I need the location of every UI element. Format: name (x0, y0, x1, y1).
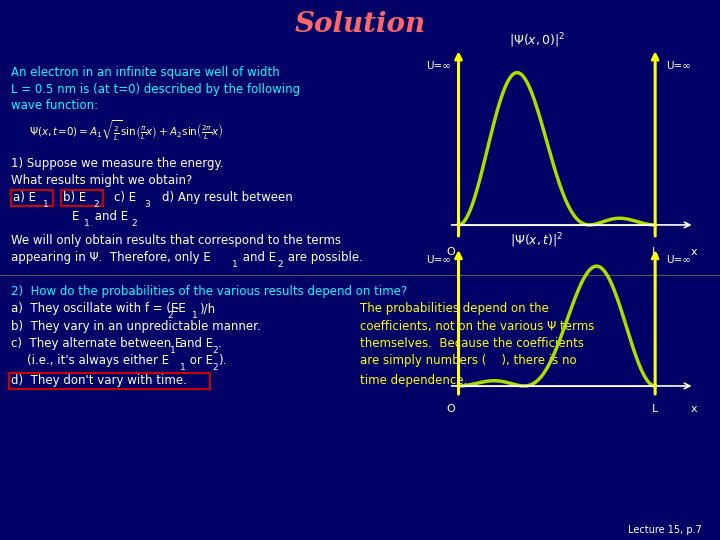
Text: 1: 1 (170, 346, 176, 355)
Text: 1) Suppose we measure the energy.: 1) Suppose we measure the energy. (11, 157, 223, 170)
Text: .: . (218, 337, 222, 350)
Text: and E: and E (239, 251, 276, 264)
Text: 2: 2 (212, 346, 218, 355)
Text: 1: 1 (180, 363, 186, 372)
Text: b) E: b) E (63, 191, 86, 204)
Text: Lecture 15, p.7: Lecture 15, p.7 (628, 525, 702, 535)
Text: )/h: )/h (199, 302, 215, 315)
Text: time dependence.: time dependence. (360, 374, 467, 387)
Text: The probabilities depend on the: The probabilities depend on the (360, 302, 549, 315)
Text: appearing in Ψ.  Therefore, only E: appearing in Ψ. Therefore, only E (11, 251, 210, 264)
Text: L: L (652, 247, 658, 258)
Text: a)  They oscillate with f = (E: a) They oscillate with f = (E (11, 302, 178, 315)
Text: are simply numbers (    ), there is no: are simply numbers ( ), there is no (360, 354, 577, 367)
Text: (i.e., it's always either E: (i.e., it's always either E (27, 354, 169, 367)
Text: U=∞: U=∞ (426, 61, 451, 71)
Text: ).: ). (218, 354, 227, 367)
Text: U=∞: U=∞ (666, 255, 691, 266)
Text: E: E (72, 210, 79, 222)
Text: Solution: Solution (294, 11, 426, 38)
Text: 1: 1 (43, 200, 49, 208)
Bar (11, 190, 53, 206)
Text: We will only obtain results that correspond to the terms: We will only obtain results that corresp… (11, 234, 341, 247)
Text: -E: -E (174, 302, 186, 315)
Text: 2: 2 (167, 312, 173, 320)
Text: L: L (652, 404, 658, 414)
Text: are possible.: are possible. (284, 251, 363, 264)
Text: c) E: c) E (114, 191, 136, 204)
Text: 2: 2 (132, 219, 138, 227)
Text: and E: and E (91, 210, 128, 222)
Text: c)  They alternate between E: c) They alternate between E (11, 337, 182, 350)
Text: 1: 1 (232, 260, 238, 268)
Text: An electron in an infinite square well of width: An electron in an infinite square well o… (11, 66, 279, 79)
Text: x: x (691, 404, 698, 414)
Text: What results might we obtain?: What results might we obtain? (11, 174, 192, 187)
Text: and E: and E (176, 337, 214, 350)
Text: O: O (446, 404, 455, 414)
Text: wave function:: wave function: (11, 99, 98, 112)
Text: 2: 2 (277, 260, 283, 268)
Text: a) E: a) E (13, 191, 36, 204)
Text: themselves.  Because the coefficients: themselves. Because the coefficients (360, 337, 584, 350)
Text: 2: 2 (212, 363, 218, 372)
Text: U=∞: U=∞ (426, 255, 451, 266)
Text: $\Psi(x,t\!=\!0) = A_1\sqrt{\frac{2}{L}}\sin\!\left(\frac{\pi}{L}x\right) + A_2\: $\Psi(x,t\!=\!0) = A_1\sqrt{\frac{2}{L}}… (29, 118, 223, 143)
Text: b)  They vary in an unpredictable manner.: b) They vary in an unpredictable manner. (11, 320, 261, 333)
Text: U=∞: U=∞ (666, 61, 691, 71)
Text: 3: 3 (144, 200, 150, 208)
Text: L = 0.5 nm is (at t=0) described by the following: L = 0.5 nm is (at t=0) described by the … (11, 83, 300, 96)
Text: or E: or E (186, 354, 214, 367)
Text: d)  They don't vary with time.: d) They don't vary with time. (11, 374, 186, 387)
Text: 2)  How do the probabilities of the various results depend on time?: 2) How do the probabilities of the vario… (11, 285, 407, 298)
Text: 1: 1 (192, 312, 198, 320)
Text: $|\Psi(x,t)|^2$: $|\Psi(x,t)|^2$ (510, 231, 564, 249)
Text: $|\Psi(x,0)|^2$: $|\Psi(x,0)|^2$ (509, 31, 565, 50)
Text: d) Any result between: d) Any result between (162, 191, 293, 204)
Text: x: x (691, 247, 698, 258)
Text: O: O (446, 247, 455, 258)
Text: 2: 2 (94, 200, 99, 208)
Bar (9, 373, 210, 389)
Text: coefficients, not on the various Ψ terms: coefficients, not on the various Ψ terms (360, 320, 595, 333)
Text: 1: 1 (84, 219, 89, 227)
Bar (61, 190, 103, 206)
